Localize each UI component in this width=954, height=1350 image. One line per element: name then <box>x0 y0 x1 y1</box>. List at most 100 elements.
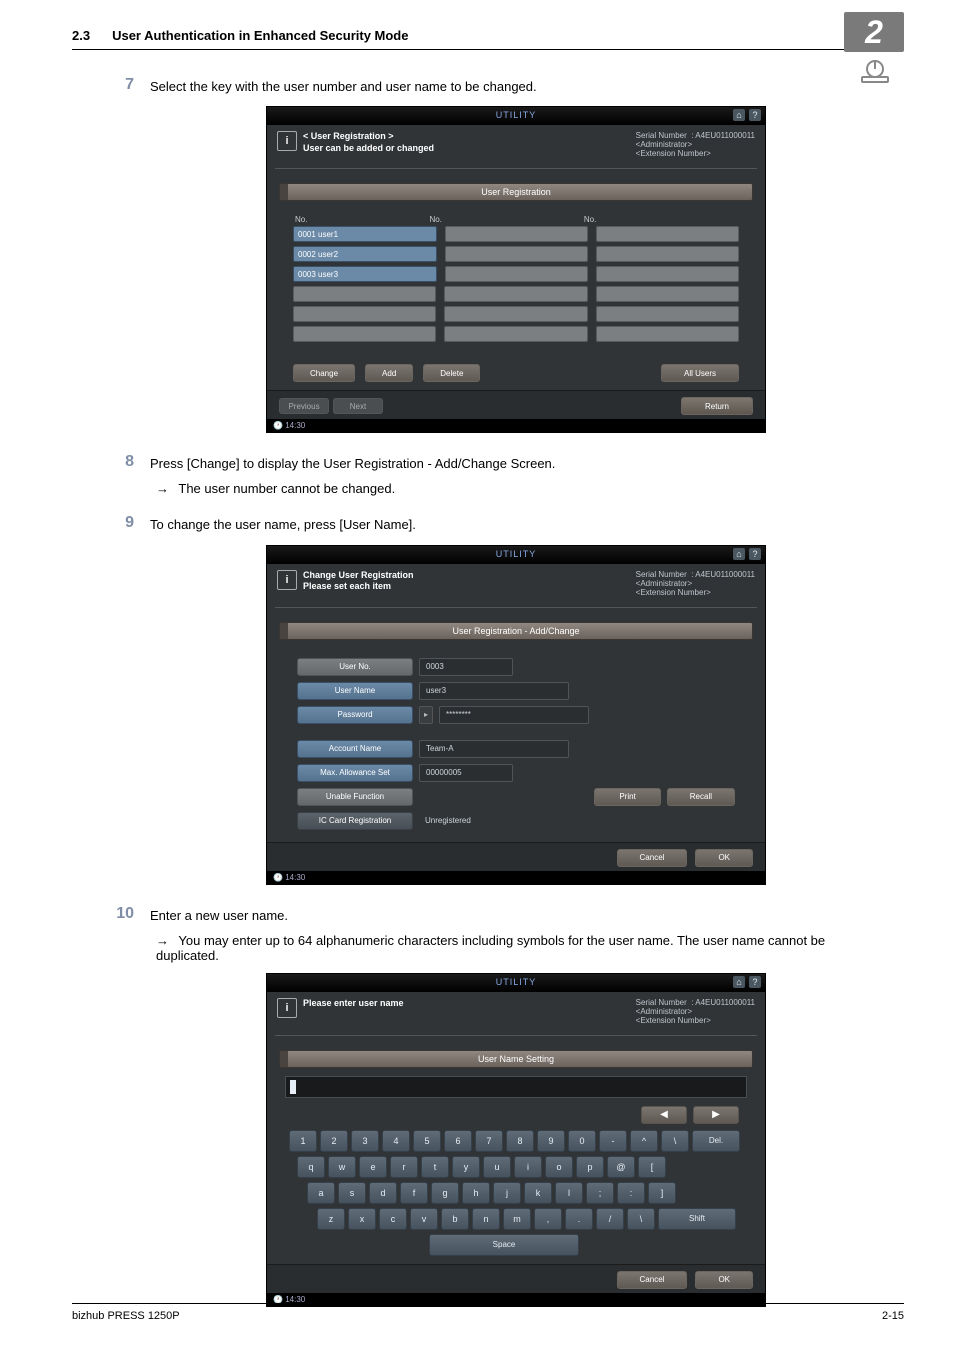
next-button[interactable]: Next <box>333 398 383 414</box>
empty-cell[interactable] <box>596 226 739 242</box>
key-,[interactable]: , <box>534 1208 562 1230</box>
key-@[interactable]: @ <box>607 1156 635 1178</box>
chevron-right-icon[interactable]: ▸ <box>419 706 433 724</box>
key-v[interactable]: v <box>410 1208 438 1230</box>
key-s[interactable]: s <box>338 1182 366 1204</box>
username-input[interactable] <box>285 1076 747 1098</box>
print-button[interactable]: Print <box>594 788 660 806</box>
key-j[interactable]: j <box>493 1182 521 1204</box>
key-:[interactable]: : <box>617 1182 645 1204</box>
previous-button[interactable]: Previous <box>279 398 329 414</box>
key-3[interactable]: 3 <box>351 1130 379 1152</box>
account-field[interactable]: Team-A <box>419 740 569 758</box>
key-t[interactable]: t <box>421 1156 449 1178</box>
home-icon[interactable]: ⌂ <box>733 976 745 988</box>
user-cell-1[interactable]: 0001 user1 <box>293 226 437 242</box>
password-button[interactable]: Password <box>297 706 413 724</box>
key-k[interactable]: k <box>524 1182 552 1204</box>
ok-button[interactable]: OK <box>695 1271 753 1289</box>
key-0[interactable]: 0 <box>568 1130 596 1152</box>
key-u[interactable]: u <box>483 1156 511 1178</box>
key-.[interactable]: . <box>565 1208 593 1230</box>
help-icon[interactable]: ? <box>749 976 761 988</box>
empty-cell[interactable] <box>293 326 436 342</box>
key-p[interactable]: p <box>576 1156 604 1178</box>
account-name-button[interactable]: Account Name <box>297 740 413 758</box>
return-button[interactable]: Return <box>681 397 753 415</box>
key-o[interactable]: o <box>545 1156 573 1178</box>
home-icon[interactable]: ⌂ <box>733 109 745 121</box>
caret-left-button[interactable]: ◀ <box>641 1106 687 1124</box>
all-users-button[interactable]: All Users <box>661 364 739 382</box>
cancel-button[interactable]: Cancel <box>617 849 688 867</box>
empty-cell[interactable] <box>596 246 739 262</box>
key-6[interactable]: 6 <box>444 1130 472 1152</box>
key-y[interactable]: y <box>452 1156 480 1178</box>
help-icon[interactable]: ? <box>749 109 761 121</box>
empty-cell[interactable] <box>445 246 588 262</box>
max-allowance-button[interactable]: Max. Allowance Set <box>297 764 413 782</box>
add-button[interactable]: Add <box>365 364 413 382</box>
shift-key[interactable]: Shift <box>658 1208 736 1230</box>
empty-cell[interactable] <box>445 266 588 282</box>
username-button[interactable]: User Name <box>297 682 413 700</box>
empty-cell[interactable] <box>445 226 588 242</box>
max-allowance-field[interactable]: 00000005 <box>419 764 513 782</box>
empty-cell[interactable] <box>596 266 739 282</box>
key-x[interactable]: x <box>348 1208 376 1230</box>
key-4[interactable]: 4 <box>382 1130 410 1152</box>
empty-cell[interactable] <box>596 286 739 302</box>
key-/[interactable]: / <box>596 1208 624 1230</box>
empty-cell[interactable] <box>444 286 587 302</box>
help-icon[interactable]: ? <box>749 548 761 560</box>
key-i[interactable]: i <box>514 1156 542 1178</box>
key-m[interactable]: m <box>503 1208 531 1230</box>
key-b[interactable]: b <box>441 1208 469 1230</box>
key-z[interactable]: z <box>317 1208 345 1230</box>
key-\[interactable]: \ <box>661 1130 689 1152</box>
key-5[interactable]: 5 <box>413 1130 441 1152</box>
key-n[interactable]: n <box>472 1208 500 1230</box>
cancel-button[interactable]: Cancel <box>617 1271 688 1289</box>
caret-right-button[interactable]: ▶ <box>693 1106 739 1124</box>
key--[interactable]: - <box>599 1130 627 1152</box>
home-icon[interactable]: ⌂ <box>733 548 745 560</box>
empty-cell[interactable] <box>293 306 436 322</box>
ok-button[interactable]: OK <box>695 849 753 867</box>
user-cell-2[interactable]: 0002 user2 <box>293 246 437 262</box>
key-^[interactable]: ^ <box>630 1130 658 1152</box>
key-f[interactable]: f <box>400 1182 428 1204</box>
key-q[interactable]: q <box>297 1156 325 1178</box>
empty-cell[interactable] <box>444 326 587 342</box>
ic-card-button[interactable]: IC Card Registration <box>297 812 413 830</box>
key-l[interactable]: l <box>555 1182 583 1204</box>
empty-cell[interactable] <box>596 326 739 342</box>
delete-key[interactable]: Del. <box>692 1130 740 1152</box>
recall-button[interactable]: Recall <box>667 788 735 806</box>
password-field[interactable]: ******** <box>439 706 589 724</box>
space-key[interactable]: Space <box>429 1234 579 1256</box>
user-cell-3[interactable]: 0003 user3 <box>293 266 437 282</box>
key-9[interactable]: 9 <box>537 1130 565 1152</box>
key-7[interactable]: 7 <box>475 1130 503 1152</box>
key-h[interactable]: h <box>462 1182 490 1204</box>
empty-cell[interactable] <box>444 306 587 322</box>
key-c[interactable]: c <box>379 1208 407 1230</box>
key-[[interactable]: [ <box>638 1156 666 1178</box>
key-w[interactable]: w <box>328 1156 356 1178</box>
key-;[interactable]: ; <box>586 1182 614 1204</box>
key-1[interactable]: 1 <box>289 1130 317 1152</box>
change-button[interactable]: Change <box>293 364 355 382</box>
key-\[interactable]: \ <box>627 1208 655 1230</box>
key-e[interactable]: e <box>359 1156 387 1178</box>
empty-cell[interactable] <box>596 306 739 322</box>
key-8[interactable]: 8 <box>506 1130 534 1152</box>
delete-button[interactable]: Delete <box>423 364 480 382</box>
key-g[interactable]: g <box>431 1182 459 1204</box>
username-field[interactable]: user3 <box>419 682 569 700</box>
key-r[interactable]: r <box>390 1156 418 1178</box>
key-][interactable]: ] <box>648 1182 676 1204</box>
key-2[interactable]: 2 <box>320 1130 348 1152</box>
empty-cell[interactable] <box>293 286 436 302</box>
key-d[interactable]: d <box>369 1182 397 1204</box>
